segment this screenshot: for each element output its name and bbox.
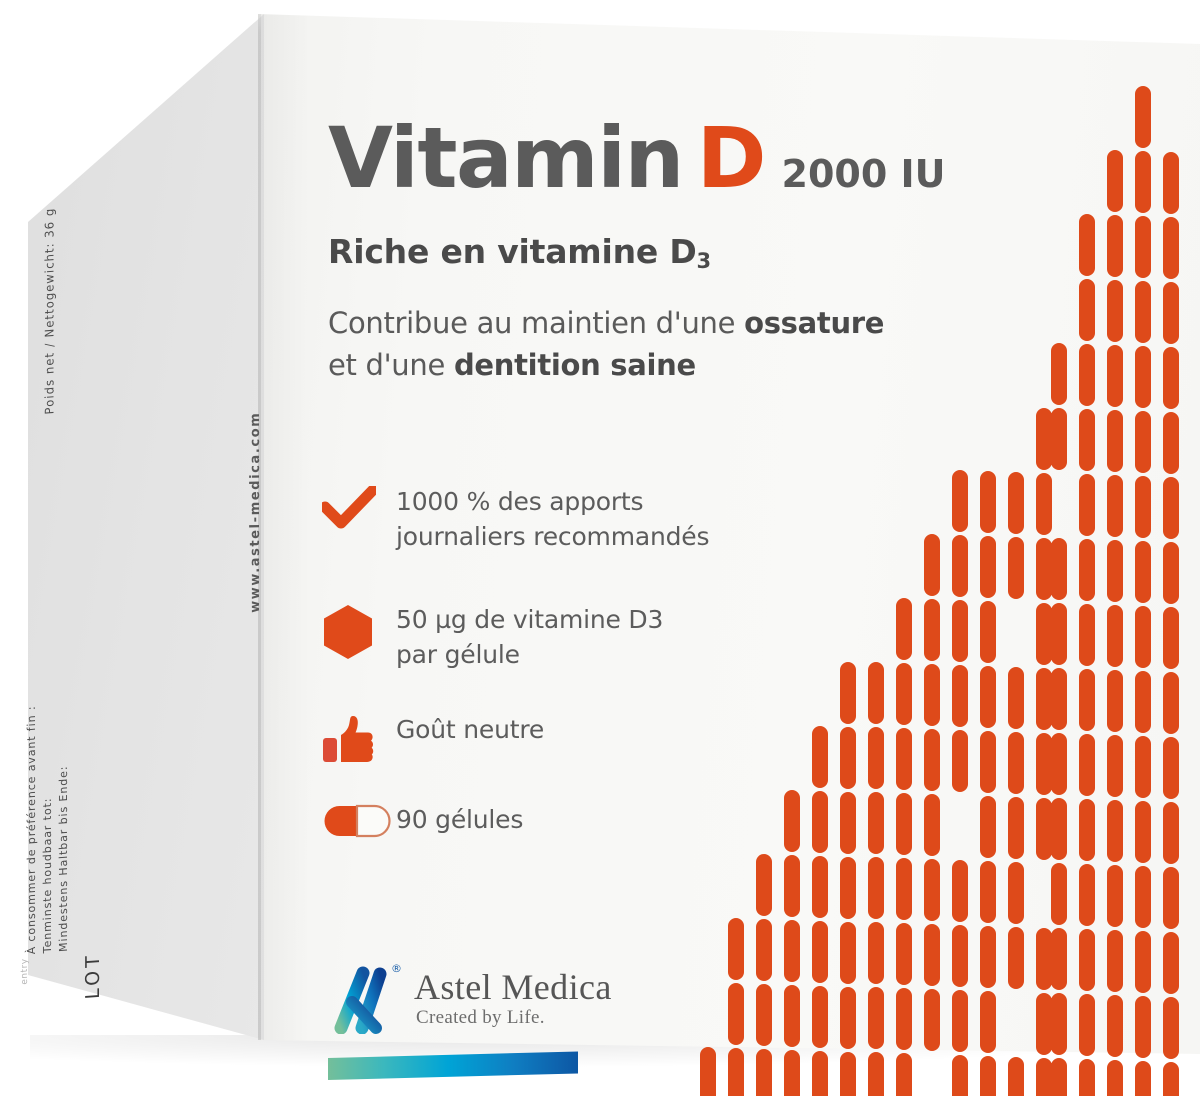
product-title: Vitamin D 2000 IU [328, 116, 946, 200]
brand-logo: ® Astel Medica Created by Life. [332, 962, 612, 1035]
feature-item-rda: 1000 % des apports journaliers recommand… [322, 484, 792, 554]
feature-taste-line1: Goût neutre [396, 715, 545, 744]
claim-line1-text: Contribue au maintien d'une [328, 306, 745, 340]
feature-rda-line1: 1000 % des apports [396, 487, 644, 516]
feature-text-count: 90 gélules [396, 802, 523, 837]
astel-a-mark-icon: ® [332, 962, 402, 1035]
title-vitamin: Vitamin [328, 109, 684, 207]
thumbs-up-icon [322, 712, 396, 764]
feature-rda-line2: journaliers recommandés [396, 522, 710, 551]
claim-line2-bold: dentition saine [453, 348, 696, 382]
feature-dose-line1: 50 µg de vitamine D3 [396, 605, 664, 634]
title-strength: 2000 IU [781, 152, 946, 196]
feature-list: 1000 % des apports journaliers recommand… [322, 484, 792, 904]
brand-logo-text: Astel Medica Created by Life. [414, 968, 612, 1029]
feature-text-dose: 50 µg de vitamine D3 par gélule [396, 602, 663, 672]
hexagon-icon [322, 602, 396, 660]
feature-item-dose: 50 µg de vitamine D3 par gélule [322, 602, 792, 672]
product-health-claim: Contribue au maintien d'une ossature et … [328, 302, 884, 386]
check-icon [322, 484, 396, 530]
claim-line1-bold: ossature [744, 306, 885, 340]
subtitle-subscript: 3 [696, 249, 712, 273]
brand-gradient-bar [328, 1051, 578, 1080]
feature-count-line1: 90 gélules [396, 805, 524, 834]
feature-text-rda: 1000 % des apports journaliers recommand… [396, 484, 710, 554]
product-subtitle: Riche en vitamine D3 [328, 232, 712, 273]
feature-dose-line2: par gélule [396, 640, 520, 669]
registered-trademark-icon: ® [391, 962, 402, 975]
capsule-icon [322, 802, 396, 838]
title-letter-d: D [696, 109, 767, 207]
claim-line2-text: et d'une [328, 348, 454, 382]
brand-tagline: Created by Life. [416, 1006, 545, 1028]
brand-name: Astel Medica [414, 966, 612, 1007]
feature-item-taste: Goût neutre [322, 712, 792, 768]
subtitle-text: Riche en vitamine D [328, 232, 697, 271]
feature-text-taste: Goût neutre [396, 712, 544, 747]
feature-item-count: 90 gélules [322, 802, 792, 858]
